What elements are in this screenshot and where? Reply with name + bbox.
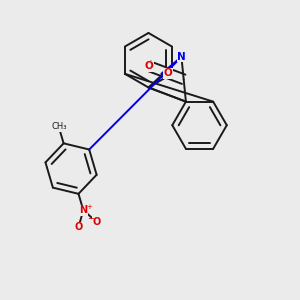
Text: −: − — [87, 214, 94, 223]
Text: O: O — [164, 68, 172, 78]
Text: CH₃: CH₃ — [51, 122, 67, 131]
Text: N: N — [177, 52, 186, 62]
Text: O: O — [92, 217, 101, 227]
Text: O: O — [145, 61, 153, 71]
Text: O: O — [74, 222, 83, 232]
Text: N: N — [79, 205, 87, 215]
Text: +: + — [86, 204, 92, 210]
